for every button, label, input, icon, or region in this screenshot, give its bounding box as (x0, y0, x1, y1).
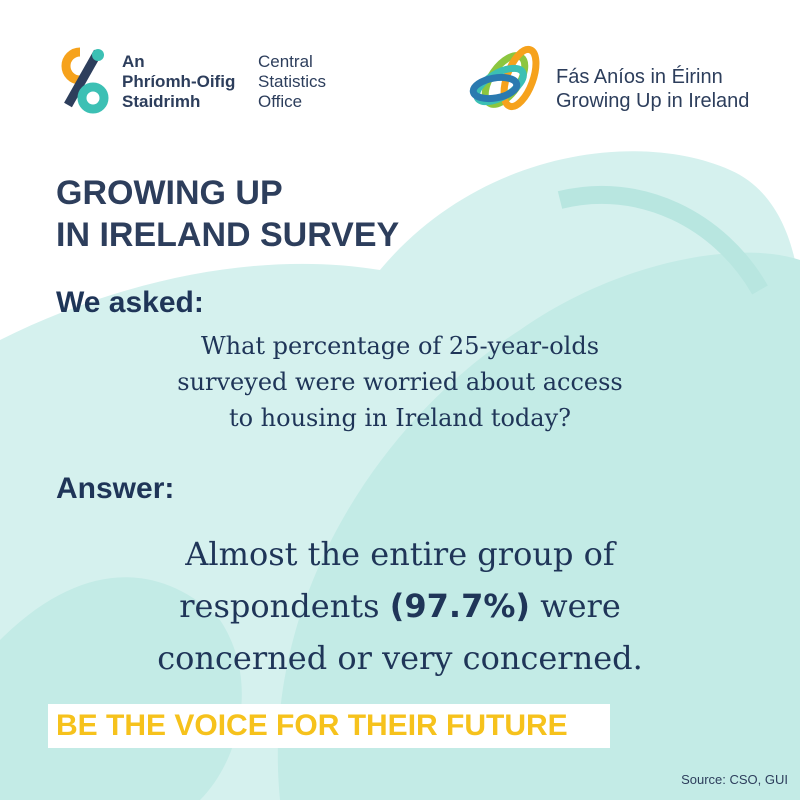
answer-highlight: (97.7%) (389, 587, 531, 625)
logo-text: Phríomh-Oifig (122, 72, 236, 91)
gui-logo-icon (469, 45, 540, 111)
title-line: GROWING UP (56, 174, 283, 212)
cso-logo-icon (61, 47, 109, 114)
gui-english-name: Growing Up in Ireland (556, 90, 750, 112)
title-line: IN IRELAND SURVEY (56, 216, 400, 254)
question-label: We asked: (56, 286, 204, 319)
tagline: BE THE VOICE FOR THEIR FUTURE (48, 704, 610, 748)
answer-line: Almost the entire group of (0, 528, 800, 580)
answer-line: respondents (97.7%) were (0, 580, 800, 632)
answer-label: Answer: (56, 472, 175, 505)
source: Source: CSO, GUI (681, 772, 788, 787)
cso-english-name: Central Statistics Office (258, 52, 326, 112)
answer: Almost the entire group of respondents (… (0, 528, 800, 684)
cso-irish-name: An Phríomh-Oifig Staidrimh (122, 52, 235, 112)
logo-text: Staidrimh (122, 92, 201, 111)
question-line: What percentage of 25-year-olds (200, 332, 600, 360)
answer-text: were (530, 587, 621, 625)
logo-text: Central (258, 52, 313, 71)
answer-text: respondents (179, 587, 390, 625)
answer-line: concerned or very concerned. (0, 632, 800, 684)
question: What percentage of 25-year-olds surveyed… (0, 328, 800, 436)
logo-text: Office (258, 92, 303, 111)
question-line: surveyed were worried about access (177, 368, 623, 396)
answer-text: concerned or very concerned. (157, 639, 643, 677)
title: GROWING UP IN IRELAND SURVEY (56, 172, 399, 256)
question-line: to housing in Ireland today? (228, 404, 572, 432)
gui-irish-name: Fás Aníos in Éirinn (556, 66, 723, 88)
logo-text: An (122, 52, 145, 71)
logo-text: Statistics (258, 72, 327, 91)
answer-text: Almost the entire group of (185, 535, 615, 573)
